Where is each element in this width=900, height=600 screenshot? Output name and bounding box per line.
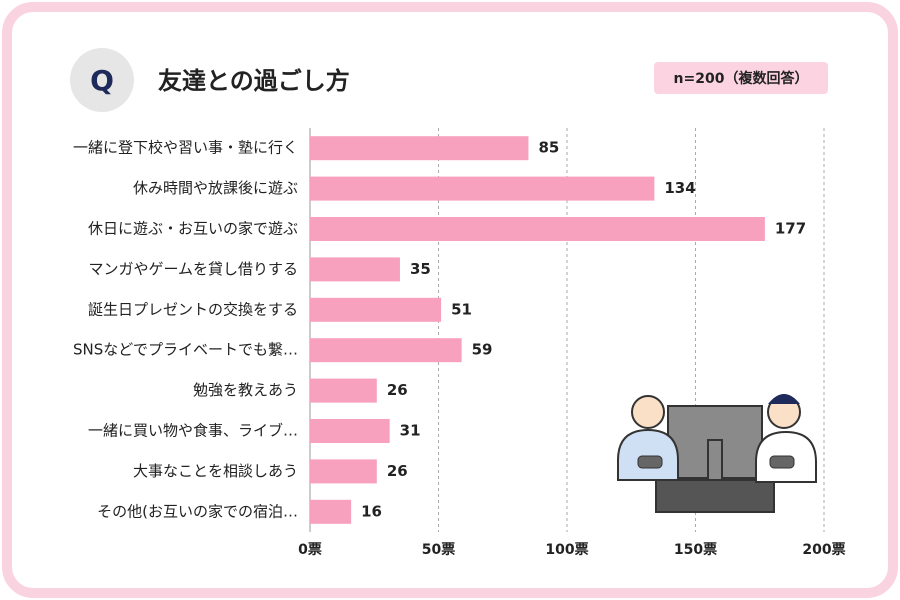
value-label: 51	[451, 300, 472, 318]
value-label: 85	[538, 139, 559, 157]
y-tick-label: 一緒に買い物や食事、ライブ…	[88, 422, 298, 440]
bar	[310, 297, 442, 322]
x-tick-label: 0票	[298, 542, 322, 558]
subtitle-badge	[654, 62, 828, 94]
x-tick-label: 200票	[802, 542, 845, 558]
y-tick-label: 休み時間や放課後に遊ぶ	[133, 179, 298, 197]
q-badge: Q	[90, 64, 114, 97]
value-label: 59	[472, 341, 493, 359]
q-circle	[70, 48, 134, 112]
y-tick-label: 休日に遊ぶ・お互いの家で遊ぶ	[88, 220, 298, 238]
x-tick-label: 100票	[545, 542, 588, 558]
value-label: 16	[361, 502, 382, 520]
bar	[310, 419, 390, 443]
value-label: 177	[775, 220, 806, 238]
value-label: 35	[410, 260, 431, 278]
x-tick-label: 150票	[674, 542, 717, 558]
value-label: 31	[400, 422, 421, 440]
bar	[310, 459, 377, 484]
x-tick-label: 50票	[422, 542, 455, 558]
bar	[310, 217, 765, 241]
y-tick-label: 一緒に登下校や習い事・塾に行く	[73, 139, 298, 157]
y-tick-label: マンガやゲームを貸し借りする	[88, 260, 298, 278]
chart-title: 友達との過ごし方	[158, 67, 350, 95]
value-label: 26	[387, 381, 408, 399]
subtitle: n=200（複数回答）	[674, 70, 809, 87]
bar	[310, 499, 352, 524]
y-tick-label: その他(お互いの家での宿泊…	[97, 502, 298, 520]
bar	[310, 338, 462, 363]
bar	[310, 378, 377, 403]
y-tick-label: SNSなどでプライベートでも繋…	[73, 341, 298, 359]
value-label: 134	[664, 179, 695, 197]
bar	[310, 136, 529, 161]
bar	[310, 176, 655, 201]
y-tick-label: 勉強を教えあう	[193, 381, 298, 399]
y-tick-label: 誕生日プレゼントの交換をする	[88, 300, 298, 318]
bar	[310, 257, 400, 282]
y-tick-label: 大事なことを相談しあう	[133, 462, 298, 480]
value-label: 26	[387, 462, 408, 480]
illustration	[617, 394, 817, 513]
